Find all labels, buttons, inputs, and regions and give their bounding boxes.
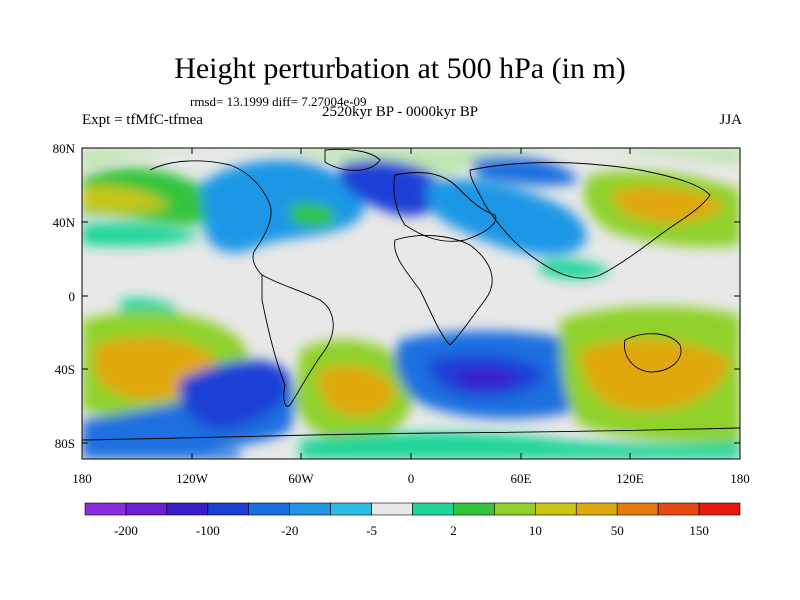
coastline-africa [394,235,493,346]
coastline-antarctica [82,427,740,441]
coastline-north-america [149,160,272,276]
colorbar-label: -5 [366,523,377,538]
colorbar-label: 50 [611,523,624,538]
lat-tick-label: 40S [55,362,75,377]
lat-tick-label: 80N [53,141,76,156]
field-patch [290,203,336,227]
experiment-label: Expt = tfMfC-tfmea [82,112,203,128]
field-patch [200,159,365,253]
coastline-europe [393,172,497,242]
season-label: JJA [719,112,742,128]
lon-tick-label: 60W [288,471,314,486]
height-field [82,148,740,459]
lon-tick-label: 120W [176,471,209,486]
lat-tick-label: 0 [69,289,76,304]
colorbar-label: 10 [529,523,542,538]
colorbar-swatch [412,502,454,516]
colorbar-swatch [494,502,536,516]
coastline-australia [624,333,682,373]
coastline-greenland [324,148,381,171]
colorbar-label: -20 [281,523,298,538]
lat-tick-label: 80S [55,436,75,451]
lat-tick-label: 40N [53,215,76,230]
field-patch [82,148,740,179]
colorbar: -200 -100 -20 -5 2 10 50 150 [84,502,741,538]
field-patch [82,440,240,459]
colorbar-swatch [84,502,127,516]
colorbar-swatch [575,502,618,516]
colorbar-swatch [535,502,577,516]
colorbar-label: -200 [114,523,138,538]
colorbar-swatch [248,502,290,516]
colorbar-label: 2 [450,523,457,538]
colorbar-swatch [453,502,495,516]
chart-title: Height perturbation at 500 hPa (in m) [174,52,626,85]
period-label: 2520kyr BP - 0000kyr BP [322,104,479,120]
latitude-axis: 80N 40N 0 40S 80S [53,141,740,451]
lon-tick-label: 180 [72,471,92,486]
field-patch [82,185,170,212]
stats-label: rmsd= 13.1999 diff= 7.27004e-09 [190,94,367,109]
colorbar-swatch [616,502,659,516]
lon-tick-label: 60E [511,471,532,486]
field-patch [580,339,730,411]
colorbar-swatch [207,502,250,516]
colorbar-label: -100 [196,523,220,538]
field-patch [613,186,725,223]
field-patch [426,178,587,256]
colorbar-swatch [289,502,331,516]
colorbar-swatch [698,502,741,516]
longitude-axis: 180 120W 60W 0 60E 120E 180 [72,148,750,486]
colorbar-swatch [125,502,168,516]
field-patch [470,156,580,186]
coastlines [82,148,740,441]
colorbar-swatch [330,502,372,516]
coastline-south-america [261,274,334,407]
lon-tick-label: 0 [408,471,415,486]
field-patch [318,365,395,417]
coastline-asia [469,162,711,279]
colorbar-label: 150 [689,523,709,538]
colorbar-swatch [371,502,413,516]
field-patch [340,160,445,216]
colorbar-swatch [657,502,700,516]
lon-tick-label: 120E [616,471,644,486]
lon-tick-label: 180 [730,471,750,486]
field-patch [179,360,291,430]
field-patch [540,260,610,279]
field-patch [455,368,520,389]
field-patch [82,223,200,247]
colorbar-swatch [166,502,209,516]
field-patch [300,432,740,459]
